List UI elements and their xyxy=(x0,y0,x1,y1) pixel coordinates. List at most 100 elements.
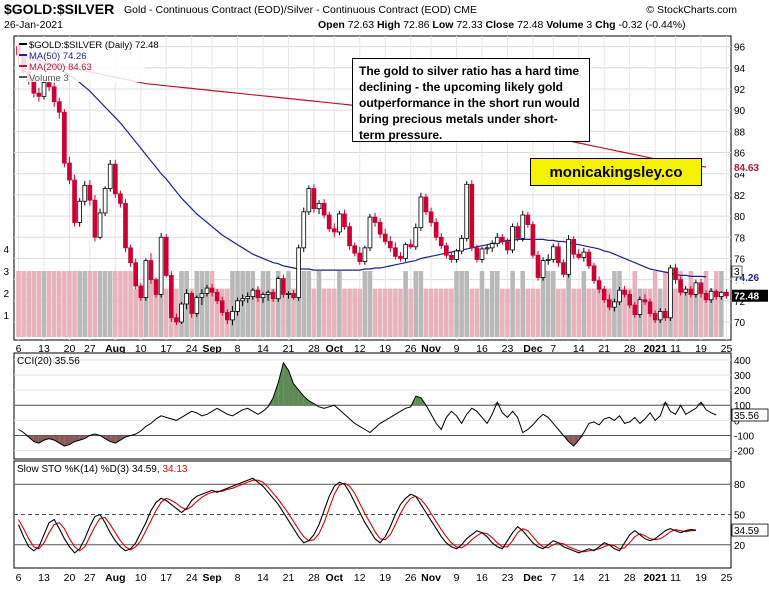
price-x-tick-label: Sep xyxy=(202,343,221,355)
candle-body xyxy=(163,236,169,276)
cci-oversold-fill xyxy=(110,435,116,444)
volume-bar xyxy=(367,271,373,337)
volume-bar xyxy=(347,288,352,337)
candle-body xyxy=(540,260,546,278)
volume-bar xyxy=(663,271,668,337)
volume-bar xyxy=(551,271,556,337)
candle-body xyxy=(102,188,108,214)
candle-body xyxy=(41,82,47,97)
volume-bar xyxy=(270,288,276,337)
price-x-tick-label: 20 xyxy=(64,343,76,355)
cci-oversold-fill xyxy=(79,435,85,441)
candle-body xyxy=(520,214,526,239)
candle-body xyxy=(87,184,93,201)
candle-body xyxy=(153,279,159,295)
volume-bar xyxy=(41,271,47,337)
volume-bar xyxy=(16,271,21,337)
volume-value-label: 3 xyxy=(734,267,740,278)
candle-body xyxy=(678,279,683,293)
candle-body xyxy=(199,292,205,299)
volume-bar xyxy=(123,271,128,337)
sto-x-tick-label: 24 xyxy=(186,572,198,584)
candle-body xyxy=(474,247,480,260)
candle-body xyxy=(275,278,281,300)
sto-x-tick-label: 8 xyxy=(235,572,241,584)
volume-bar xyxy=(433,288,439,337)
candle-body xyxy=(168,274,174,319)
volume-bar xyxy=(556,288,561,337)
candle-body xyxy=(347,226,352,247)
candle-body xyxy=(123,202,128,249)
volume-bar xyxy=(622,288,627,337)
volume-bar xyxy=(398,288,403,337)
price-x-tick-label: 21 xyxy=(598,343,610,355)
cci-panel-frame xyxy=(13,352,732,460)
candle-body xyxy=(428,211,434,223)
candle-body xyxy=(510,226,515,251)
stochastic-panel: 20 50 80 Slow STO %K(14) %D(3) 34.59, 34.13… xyxy=(13,460,769,584)
price-x-tick-label: 16 xyxy=(476,343,488,355)
volume-bar xyxy=(113,271,118,337)
candle-body xyxy=(464,183,470,239)
candle-body xyxy=(418,196,424,229)
volume-bar xyxy=(423,288,429,337)
volume-bar xyxy=(26,271,32,337)
candle-body xyxy=(316,202,322,210)
stockcharts-brand[interactable]: © StockCharts.com xyxy=(646,4,737,16)
candle-body xyxy=(606,299,612,308)
volume-bar xyxy=(255,288,261,337)
sto-x-tick-label: 20 xyxy=(64,572,76,584)
candle-body xyxy=(637,299,643,315)
cci-panel: -200 -100 0 100 200 300 400 CCI(20) 35.56 35.56 xyxy=(13,352,769,460)
sto-x-tick-label: 17 xyxy=(160,572,172,584)
price-x-tick-label: 23 xyxy=(502,343,514,355)
candle-body xyxy=(444,245,449,256)
volume-bar xyxy=(46,271,52,337)
candle-body xyxy=(204,287,210,294)
volume-bar xyxy=(230,271,235,337)
candle-body xyxy=(321,202,327,216)
sto-x-tick-label: Oct xyxy=(326,572,344,584)
volume-bar xyxy=(138,288,144,337)
price-x-tick-label: 11 xyxy=(670,343,681,355)
volume-bar xyxy=(601,288,607,337)
symbol-description: Gold - Continuous Contract (EOD)/Silver … xyxy=(124,4,478,16)
volume-bar xyxy=(352,288,357,337)
volume-bar xyxy=(245,271,251,337)
price-tick-label: 70 xyxy=(734,318,746,329)
volume-bar xyxy=(301,271,307,337)
volume-bar xyxy=(688,271,694,337)
volume-bar xyxy=(133,288,138,337)
price-x-tick-label: 28 xyxy=(308,343,320,355)
low-value: 72.33 xyxy=(456,19,483,31)
candle-body xyxy=(688,288,694,295)
volume-bar xyxy=(51,271,57,337)
candle-body xyxy=(657,311,663,321)
watermark-website[interactable]: monicakingsley.co xyxy=(530,158,702,186)
sto-tick-label: 20 xyxy=(734,541,746,552)
ma50-price-label: 74.26 xyxy=(734,273,759,284)
candle-body xyxy=(174,317,179,323)
price-x-tick-label: Nov xyxy=(421,343,441,355)
volume-bar xyxy=(438,288,444,337)
price-x-tick-label: 24 xyxy=(186,343,198,355)
cci-overbought-fill xyxy=(283,362,289,406)
sto-x-tick-label: 13 xyxy=(38,572,50,584)
candle-body xyxy=(214,291,220,302)
candle-body xyxy=(535,254,541,278)
volume-bar xyxy=(515,288,520,337)
high-label: High xyxy=(376,19,401,31)
volume-bar xyxy=(56,271,62,337)
price-x-tick-label: 28 xyxy=(624,343,636,355)
cci-tick-label: 100 xyxy=(734,401,751,412)
sto-x-tick-label: 12 xyxy=(354,572,366,584)
candle-body xyxy=(724,291,729,297)
volume-bar xyxy=(72,271,77,337)
volume-bar xyxy=(627,288,632,337)
candle-body xyxy=(143,260,149,299)
candle-body xyxy=(97,212,103,238)
volume-bar xyxy=(337,271,342,337)
candle-body xyxy=(698,282,704,294)
candle-body xyxy=(250,289,256,297)
candle-body xyxy=(286,292,291,295)
